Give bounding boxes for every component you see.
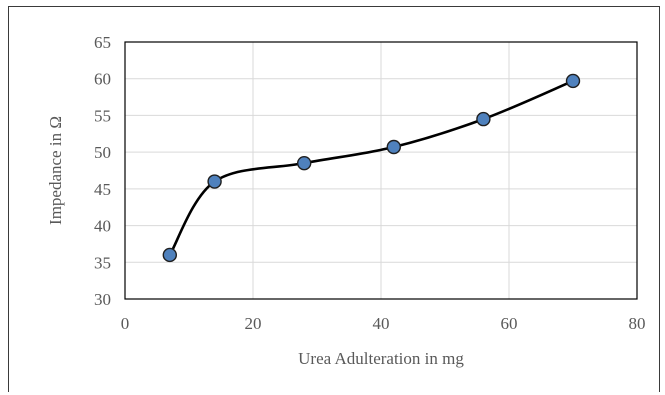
data-point <box>476 111 491 127</box>
tick-labels: 30 35 40 45 50 55 60 65 0 20 40 60 80 <box>94 33 646 333</box>
series-line <box>168 79 574 256</box>
y-tick-label: 60 <box>94 70 111 89</box>
y-tick-label: 45 <box>94 180 111 199</box>
data-points <box>162 73 581 263</box>
y-tick-label: 65 <box>94 33 111 52</box>
grid-lines <box>124 41 638 300</box>
y-tick-label: 35 <box>94 253 111 272</box>
chart: 30 35 40 45 50 55 60 65 0 20 40 60 80 Urea Adulterat… <box>46 33 646 368</box>
x-tick-label: 0 <box>121 314 130 333</box>
x-tick-label: 80 <box>629 314 646 333</box>
plot-area-border <box>124 41 638 300</box>
y-tick-label: 40 <box>94 217 111 236</box>
data-point <box>565 73 581 89</box>
x-tick-label: 20 <box>245 314 262 333</box>
y-tick-label: 55 <box>94 106 111 125</box>
data-point <box>386 139 401 155</box>
data-point <box>207 174 222 189</box>
y-tick-label: 50 <box>94 143 111 162</box>
data-point <box>297 155 312 171</box>
x-tick-label: 40 <box>373 314 390 333</box>
y-tick-label: 30 <box>94 290 111 309</box>
data-point <box>162 247 178 263</box>
x-tick-label: 60 <box>501 314 518 333</box>
y-axis-title: Impedance in Ω <box>46 116 65 225</box>
series-line-layer <box>168 79 574 256</box>
chart-frame: 30 35 40 45 50 55 60 65 0 20 40 60 80 Urea Adulterat… <box>8 6 660 392</box>
x-axis-title: Urea Adulteration in mg <box>298 349 464 368</box>
